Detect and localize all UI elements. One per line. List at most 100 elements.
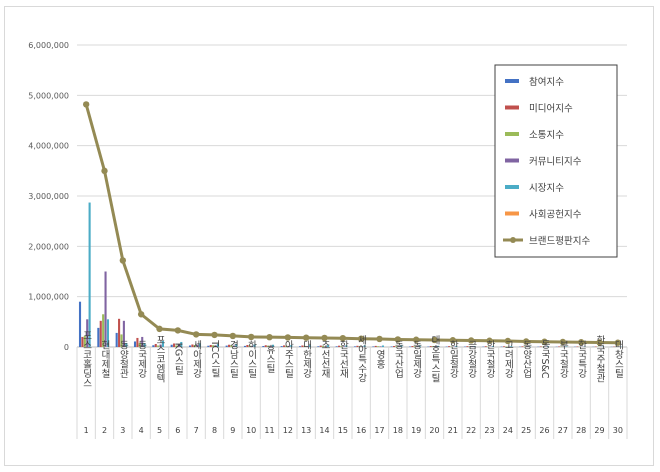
rank-label: 19 bbox=[411, 426, 421, 435]
bar-1-9 bbox=[225, 345, 228, 347]
rank-label: 15 bbox=[338, 426, 348, 435]
line-point-12 bbox=[284, 334, 292, 341]
bar-5-26 bbox=[546, 346, 549, 347]
bar-5-22 bbox=[473, 345, 476, 347]
bar-3-8 bbox=[212, 345, 215, 347]
bar-2-15 bbox=[338, 345, 341, 347]
bar-2-16 bbox=[356, 345, 359, 347]
line-point-1 bbox=[82, 101, 90, 108]
line-point-11 bbox=[266, 333, 273, 341]
bar-1-1 bbox=[78, 301, 82, 347]
category-label: 고려제강 bbox=[502, 340, 513, 378]
bar-1-14 bbox=[317, 346, 320, 347]
y-tick-label: 1,000,000 bbox=[28, 293, 69, 302]
bar-4-3 bbox=[122, 320, 125, 347]
rank-label: 3 bbox=[120, 426, 125, 435]
bar-1-18 bbox=[390, 346, 393, 347]
line-point-10 bbox=[247, 333, 255, 341]
bar-2-24 bbox=[503, 346, 506, 347]
bar-1-5 bbox=[152, 345, 155, 347]
rank-label: 28 bbox=[576, 426, 586, 435]
bar-2-9 bbox=[228, 344, 231, 347]
bar-3-5 bbox=[157, 345, 160, 347]
bar-3-14 bbox=[322, 345, 325, 347]
bar-1-15 bbox=[335, 346, 338, 347]
bar-3-15 bbox=[340, 346, 343, 347]
bar-2-2 bbox=[99, 320, 102, 347]
bar-5-25 bbox=[528, 346, 531, 347]
bar-3-1 bbox=[83, 335, 86, 347]
line-point-18 bbox=[394, 336, 402, 343]
bar-4-20 bbox=[434, 346, 437, 347]
rank-label: 10 bbox=[246, 426, 256, 435]
category-label: 세아특수강 bbox=[356, 335, 367, 383]
bar-3-7 bbox=[193, 344, 196, 347]
bar-5-24 bbox=[510, 346, 513, 347]
category-label: 한일철강 bbox=[447, 340, 458, 378]
legend-swatch bbox=[505, 158, 519, 163]
rank-label: 22 bbox=[466, 426, 476, 435]
category-label: 동양산업 bbox=[521, 340, 532, 378]
category-label: 포스코엠텍 bbox=[154, 335, 165, 383]
bar-4-12 bbox=[287, 345, 290, 347]
bar-3-17 bbox=[377, 346, 380, 347]
legend-swatch bbox=[505, 185, 519, 189]
line-point-8 bbox=[211, 331, 218, 339]
rank-label: 2 bbox=[102, 426, 107, 435]
bar-2-14 bbox=[319, 345, 322, 347]
category-label: 동양철관 bbox=[117, 340, 128, 378]
bar-2-11 bbox=[264, 345, 267, 347]
bar-3-18 bbox=[395, 346, 398, 347]
category-label: 휴스틸 bbox=[264, 345, 275, 374]
rank-label: 11 bbox=[264, 426, 274, 435]
bar-2-28 bbox=[576, 346, 579, 347]
bar-5-20 bbox=[436, 345, 439, 347]
bar-1-8 bbox=[207, 345, 210, 347]
category-label: 한국선재 bbox=[337, 340, 348, 379]
bar-2-13 bbox=[301, 345, 304, 347]
bar-4-14 bbox=[324, 346, 327, 347]
bar-2-26 bbox=[539, 346, 542, 347]
category-label: 하이스틸 bbox=[246, 339, 257, 378]
bar-5-2 bbox=[106, 319, 109, 347]
bar-2-18 bbox=[393, 345, 396, 347]
category-label: 동국산업 bbox=[392, 340, 403, 378]
bar-5-5 bbox=[161, 340, 164, 347]
line-point-6 bbox=[174, 327, 182, 334]
legend-swatch bbox=[505, 211, 519, 216]
rank-label: 4 bbox=[139, 426, 144, 435]
category-label: 한국주철관 bbox=[594, 335, 605, 383]
rank-label: 29 bbox=[594, 426, 604, 435]
line-point-25 bbox=[522, 338, 530, 345]
bar-4-10 bbox=[251, 345, 254, 347]
category-label: 부국철강 bbox=[557, 340, 568, 378]
bar-5-23 bbox=[491, 346, 494, 347]
category-label: 금강철강 bbox=[466, 340, 477, 378]
line-point-2 bbox=[101, 167, 108, 175]
category-label: 세아제강 bbox=[191, 340, 202, 378]
line-point-21 bbox=[449, 337, 457, 344]
line-point-14 bbox=[321, 334, 328, 342]
legend-label: 브랜드평판지수 bbox=[529, 236, 590, 247]
bar-5-14 bbox=[326, 345, 329, 347]
y-tick-label: 3,000,000 bbox=[28, 192, 69, 201]
bar-5-17 bbox=[381, 345, 384, 347]
bar-5-13 bbox=[308, 345, 311, 347]
chart-frame: 6,000,000 5,000,000 4,000,000 3,000,000 2,00… bbox=[4, 6, 654, 466]
bar-2-21 bbox=[448, 346, 451, 347]
category-label: 대한제강 bbox=[301, 340, 312, 378]
category-label: 동국제강 bbox=[136, 340, 147, 378]
bar-1-12 bbox=[280, 346, 283, 347]
bar-4-9 bbox=[232, 345, 235, 347]
bar-3-10 bbox=[248, 345, 251, 347]
chart-canvas: 6,000,000 5,000,000 4,000,000 3,000,000 2,00… bbox=[28, 41, 628, 439]
line-point-24 bbox=[504, 337, 512, 345]
bar-5-7 bbox=[198, 343, 201, 347]
bar-4-11 bbox=[269, 345, 272, 347]
bar-1-13 bbox=[298, 346, 302, 347]
line-point-19 bbox=[412, 336, 420, 343]
bar-5-18 bbox=[400, 345, 403, 347]
rank-label: 8 bbox=[212, 426, 217, 435]
bar-1-3 bbox=[115, 332, 118, 347]
y-tick-label: 4,000,000 bbox=[28, 142, 69, 151]
